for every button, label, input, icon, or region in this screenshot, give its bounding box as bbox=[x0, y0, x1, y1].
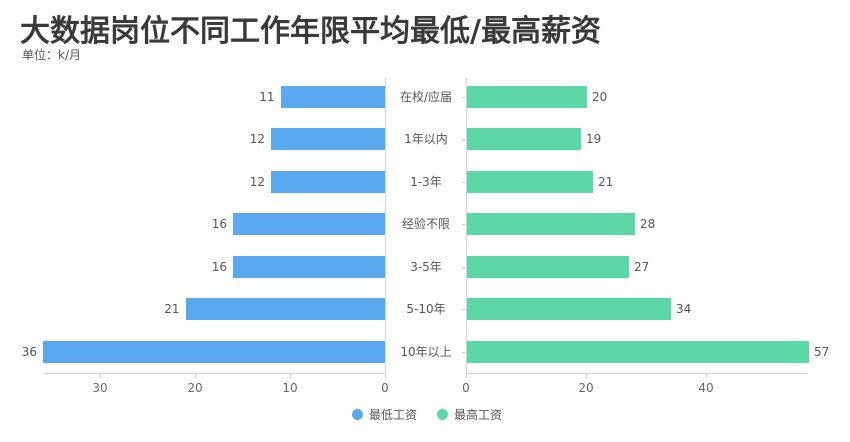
value-label-max: 28 bbox=[640, 217, 656, 231]
right-x-tick bbox=[706, 373, 707, 378]
category-label: 3-5年 bbox=[410, 260, 442, 274]
right-x-tick bbox=[466, 373, 467, 378]
right-x-tick-label: 40 bbox=[698, 381, 714, 395]
value-label-max: 57 bbox=[814, 345, 830, 359]
legend-label: 最高工资 bbox=[454, 408, 503, 422]
bar-min-salary[interactable] bbox=[271, 128, 385, 150]
left-y-axis bbox=[385, 78, 386, 373]
category-label: 1-3年 bbox=[410, 175, 442, 189]
left-x-tick bbox=[195, 373, 196, 378]
category-tick bbox=[462, 139, 466, 140]
right-y-axis bbox=[466, 78, 467, 373]
chart-title: 大数据岗位不同工作年限平均最低/最高薪资 bbox=[20, 14, 601, 49]
category-label: 经验不限 bbox=[401, 217, 450, 231]
bar-max-salary[interactable] bbox=[467, 128, 581, 150]
legend-dot-icon bbox=[437, 409, 449, 420]
left-x-tick bbox=[290, 373, 291, 378]
category-label: 在校/应届 bbox=[399, 90, 453, 104]
right-x-axis bbox=[466, 373, 808, 374]
category-label: 1年以内 bbox=[404, 132, 448, 146]
bar-max-salary[interactable] bbox=[467, 213, 635, 235]
value-label-max: 19 bbox=[586, 132, 602, 146]
category-label: 5-10年 bbox=[406, 302, 446, 316]
left-x-tick-label: 10 bbox=[282, 381, 298, 395]
value-label-max: 21 bbox=[598, 175, 614, 189]
category-tick bbox=[462, 182, 466, 183]
value-label-max: 20 bbox=[592, 90, 608, 104]
unit-label: 单位：k/月 bbox=[22, 48, 81, 62]
left-x-tick-label: 0 bbox=[381, 381, 389, 395]
value-label-max: 34 bbox=[676, 302, 692, 316]
bar-max-salary[interactable] bbox=[467, 256, 629, 278]
value-label-min: 12 bbox=[249, 132, 265, 146]
bar-min-salary[interactable] bbox=[280, 86, 385, 108]
bar-min-salary[interactable] bbox=[185, 298, 385, 320]
value-label-min: 36 bbox=[21, 345, 37, 359]
bar-min-salary[interactable] bbox=[233, 213, 385, 235]
bar-max-salary[interactable] bbox=[467, 298, 671, 320]
bar-min-salary[interactable] bbox=[233, 256, 385, 278]
value-label-min: 11 bbox=[259, 90, 275, 104]
legend-label: 最低工资 bbox=[369, 408, 418, 422]
bar-max-salary[interactable] bbox=[467, 171, 593, 193]
value-label-min: 12 bbox=[249, 175, 265, 189]
legend-dot-icon bbox=[352, 409, 363, 420]
bar-min-salary[interactable] bbox=[43, 341, 385, 363]
value-label-min: 21 bbox=[164, 302, 180, 316]
category-tick bbox=[462, 309, 466, 310]
bar-max-salary[interactable] bbox=[467, 86, 587, 108]
bar-max-salary[interactable] bbox=[467, 341, 809, 363]
left-x-tick-label: 30 bbox=[92, 381, 108, 395]
category-tick bbox=[462, 267, 466, 268]
right-x-tick-label: 0 bbox=[462, 381, 470, 395]
left-x-tick bbox=[385, 373, 386, 378]
category-tick bbox=[462, 224, 466, 225]
left-x-tick-label: 20 bbox=[187, 381, 203, 395]
category-label: 10年以上 bbox=[400, 345, 452, 359]
right-x-tick bbox=[586, 373, 587, 378]
value-label-min: 16 bbox=[211, 260, 227, 274]
left-x-tick bbox=[100, 373, 101, 378]
legend-item-low[interactable]: 最低工资 bbox=[352, 406, 417, 423]
right-x-tick-label: 20 bbox=[578, 381, 594, 395]
left-x-axis bbox=[43, 373, 385, 374]
legend-item-high[interactable]: 最高工资 bbox=[437, 406, 502, 423]
category-tick bbox=[462, 97, 466, 98]
legend: 最低工资 最高工资 bbox=[352, 406, 514, 423]
bar-min-salary[interactable] bbox=[271, 171, 385, 193]
value-label-max: 27 bbox=[634, 260, 650, 274]
category-tick bbox=[462, 352, 466, 353]
value-label-min: 16 bbox=[211, 217, 227, 231]
